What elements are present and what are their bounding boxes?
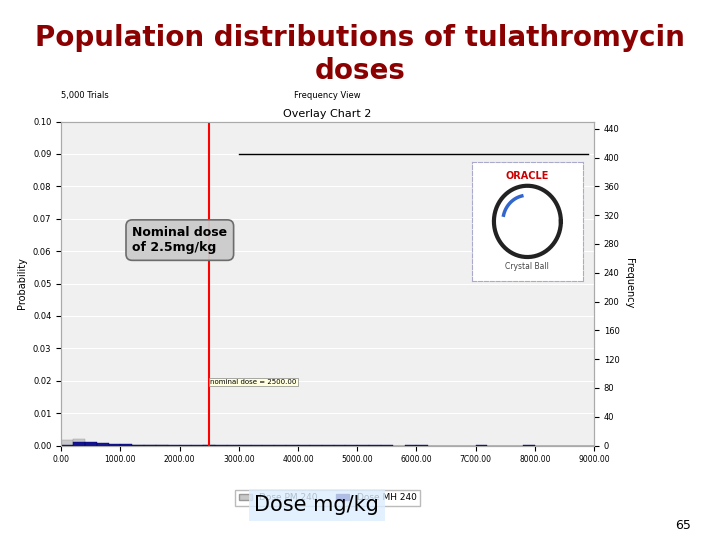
Bar	[85, 443, 96, 446]
Bar	[144, 445, 156, 446]
Bar	[61, 445, 73, 446]
Bar	[61, 440, 73, 445]
Bar	[73, 442, 85, 446]
Bar	[96, 445, 109, 446]
Text: 5,000 Trials: 5,000 Trials	[61, 91, 109, 100]
Title: Overlay Chart 2: Overlay Chart 2	[284, 109, 372, 119]
Text: ORACLE: ORACLE	[505, 171, 549, 181]
Bar	[85, 442, 96, 446]
Bar	[120, 444, 132, 445]
Text: Dose mg/kg: Dose mg/kg	[254, 495, 379, 515]
Legend: Dose PM 240, Dose MH 240: Dose PM 240, Dose MH 240	[235, 490, 420, 506]
Text: nominal dose = 2500.00: nominal dose = 2500.00	[210, 379, 297, 385]
Bar	[73, 438, 85, 445]
Y-axis label: Probability: Probability	[17, 258, 27, 309]
Text: 65: 65	[675, 519, 691, 532]
Bar	[109, 444, 120, 446]
Bar	[96, 443, 109, 445]
Bar	[132, 444, 144, 445]
Text: Crystal Ball: Crystal Ball	[505, 262, 549, 271]
Text: Frequency View: Frequency View	[294, 91, 361, 100]
Text: doses: doses	[315, 57, 405, 85]
Text: Nominal dose
of 2.5mg/kg: Nominal dose of 2.5mg/kg	[132, 226, 228, 254]
Y-axis label: Frequency: Frequency	[624, 258, 634, 309]
Text: Population distributions of tulathromycin: Population distributions of tulathromyci…	[35, 24, 685, 52]
